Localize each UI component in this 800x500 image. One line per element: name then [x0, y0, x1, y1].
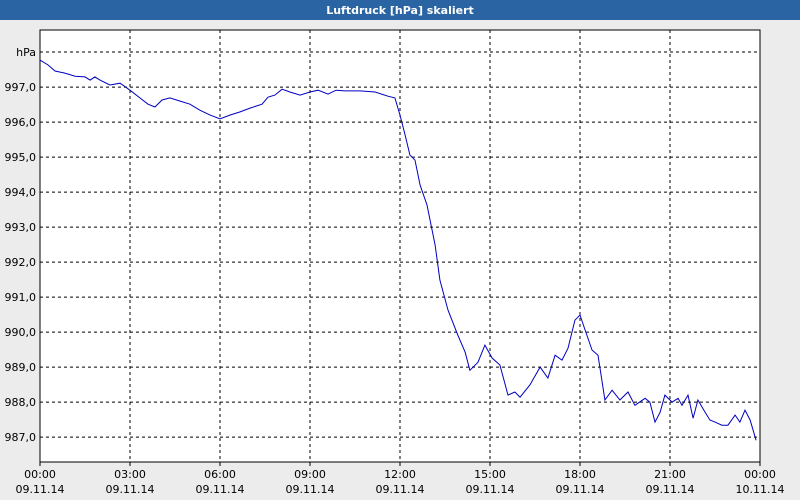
y-tick-label: 990,0 — [5, 326, 37, 339]
y-tick-label: 988,0 — [5, 396, 37, 409]
plot: 987,0 988,0 989,0 990,0 991,0 992,0 993,0 994,0… — [5, 30, 785, 496]
x-tick-date: 09.11.14 — [556, 483, 605, 496]
x-tick-date: 09.11.14 — [646, 483, 695, 496]
x-tick-date: 09.11.14 — [466, 483, 515, 496]
x-tick-label: 18:00 — [564, 468, 596, 481]
line-series — [39, 59, 757, 441]
x-tick-date: 10.11.14 — [736, 483, 785, 496]
x-tick-label: 06:00 — [204, 468, 236, 481]
y-tick-label: 993,0 — [5, 221, 37, 234]
y-tick-label: 987,0 — [5, 431, 37, 444]
x-tick-date: 09.11.14 — [16, 483, 65, 496]
x-tick-date: 09.11.14 — [196, 483, 245, 496]
x-tick-label: 15:00 — [474, 468, 506, 481]
x-tick-date: 09.11.14 — [286, 483, 335, 496]
title-bar — [0, 0, 800, 20]
x-tick-label: 00:00 — [744, 468, 776, 481]
x-tick-date: 09.11.14 — [376, 483, 425, 496]
y-tick-label: 994,0 — [5, 186, 37, 199]
x-tick-label: 12:00 — [384, 468, 416, 481]
x-tick-label: 09:00 — [294, 468, 326, 481]
x-tick-date: 09.11.14 — [106, 483, 155, 496]
x-tick-label: 21:00 — [654, 468, 686, 481]
x-tick-label: 03:00 — [114, 468, 146, 481]
y-tick-label: 989,0 — [5, 361, 37, 374]
y-tick-label: 992,0 — [5, 256, 37, 269]
y-tick-label: 991,0 — [5, 291, 37, 304]
y-tick-label: hPa — [16, 46, 36, 59]
y-tick-label: 996,0 — [5, 116, 37, 129]
y-tick-label: 995,0 — [5, 151, 37, 164]
chart-title: Luftdruck [hPa] skaliert — [326, 4, 474, 17]
x-tick-label: 00:00 — [24, 468, 56, 481]
y-tick-label: 997,0 — [5, 81, 37, 94]
